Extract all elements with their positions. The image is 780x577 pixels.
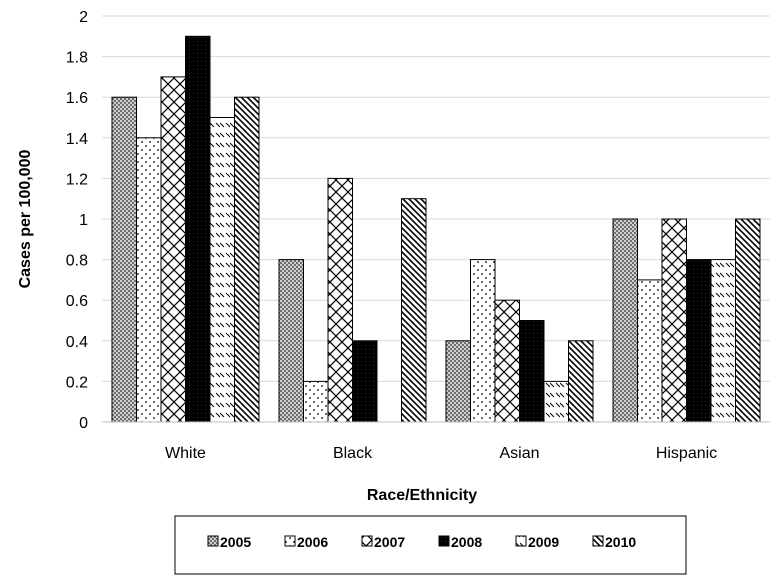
- bar-hispanic-2006: [637, 279, 663, 423]
- legend-label: 2008: [451, 534, 482, 550]
- y-tick-label: 0.6: [66, 293, 88, 310]
- bar-hispanic-2010: [735, 218, 761, 423]
- y-tick-label: 0.2: [66, 374, 88, 391]
- bar-black-2007: [327, 177, 353, 423]
- bar-hispanic-2009: [710, 259, 736, 423]
- x-axis-title: Race/Ethnicity: [367, 487, 477, 504]
- bar-black-2005: [278, 259, 304, 423]
- y-tick-label: 0.4: [66, 334, 88, 351]
- x-tick-label: Black: [333, 445, 373, 462]
- y-axis-title: Cases per 100,000: [17, 150, 34, 289]
- x-tick-labels: White Black Asian Hispanic: [165, 445, 717, 462]
- bar-white-2009: [209, 117, 235, 423]
- legend-swatch: [592, 535, 604, 547]
- legend-swatch: [515, 535, 527, 547]
- bar-asian-2008: [519, 320, 545, 423]
- bar-hispanic-2008: [686, 259, 712, 423]
- x-tick-label: White: [165, 445, 206, 462]
- legend-label: 2007: [374, 534, 405, 550]
- legend-swatch: [361, 535, 373, 547]
- y-tick-label: 0.8: [66, 253, 88, 270]
- bars: [111, 35, 761, 423]
- bar-asian-2009: [543, 380, 569, 423]
- y-tick-label: 1: [79, 212, 88, 229]
- bar-white-2005: [111, 96, 137, 423]
- legend-swatch: [284, 535, 296, 547]
- bar-hispanic-2005: [612, 218, 638, 423]
- bar-black-2006: [303, 380, 329, 423]
- x-tick-label: Asian: [499, 445, 539, 462]
- bar-asian-2006: [470, 259, 496, 423]
- bar-asian-2005: [445, 340, 471, 423]
- legend-label: 2006: [297, 534, 328, 550]
- y-tick-label: 1.2: [66, 171, 88, 188]
- y-tick-label: 1.6: [66, 90, 88, 107]
- legend-label: 2005: [220, 534, 251, 550]
- y-tick-label: 1.4: [66, 131, 88, 148]
- y-tick-label: 1.8: [66, 50, 88, 67]
- bar-white-2008: [185, 35, 211, 423]
- x-tick-label: Hispanic: [656, 445, 717, 462]
- bar-black-2010: [401, 198, 427, 423]
- bar-white-2007: [160, 76, 186, 423]
- bar-black-2008: [352, 340, 378, 423]
- y-tick-label: 2: [79, 9, 88, 26]
- bar-white-2006: [136, 137, 162, 423]
- bar-white-2010: [234, 96, 260, 423]
- bar-asian-2007: [494, 299, 520, 423]
- legend-swatch: [207, 535, 219, 547]
- bar-asian-2010: [568, 340, 594, 423]
- legend: 2005 2006 2007 2008 2009 2010: [174, 515, 687, 575]
- y-tick-label: 0: [79, 415, 88, 432]
- legend-label: 2009: [528, 534, 559, 550]
- legend-label: 2010: [605, 534, 636, 550]
- y-tick-labels: 0 0.2 0.4 0.6 0.8 1 1.2 1.4 1.6 1.8 2: [66, 9, 88, 432]
- bar-hispanic-2007: [661, 218, 687, 423]
- legend-swatch: [438, 535, 450, 547]
